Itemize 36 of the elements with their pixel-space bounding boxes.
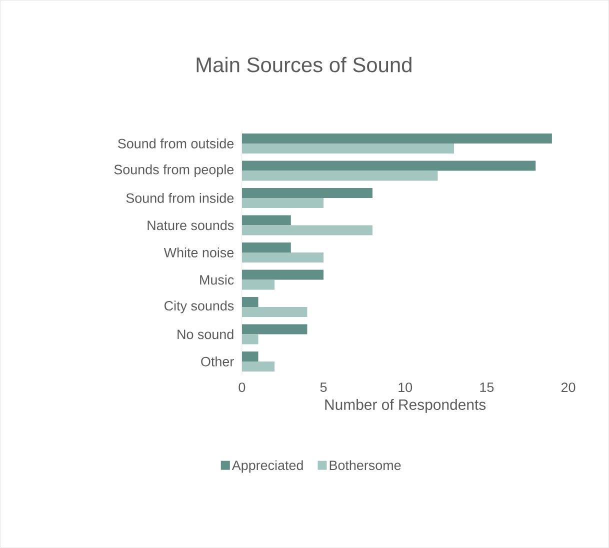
bar [242,225,372,236]
x-tick-label: 15 [480,382,494,392]
legend-label: Appreciated [232,460,303,473]
bar [242,306,308,317]
bar [242,252,324,262]
bar [242,270,324,280]
y-tick-label: Music [200,274,234,285]
x-axis-title: Number of Respondents [325,399,486,413]
bar [242,170,438,181]
y-tick-label: Other [201,356,234,366]
bar [242,133,552,144]
bar [242,242,291,252]
y-tick-label: Sound from inside [126,193,234,203]
bar [242,324,308,334]
legend-label: Bothersome [330,460,401,470]
bar [242,188,372,198]
chart-title: Main Sources of Sound [196,56,412,72]
y-tick-label: Sounds from people [114,164,234,178]
x-tick-label: 10 [398,382,412,392]
bar [242,215,291,226]
bar [242,143,454,154]
y-tick-label: No sound [178,329,234,340]
bar [242,198,324,208]
y-tick-label: White noise [164,248,234,258]
x-tick-label: 0 [238,382,246,392]
bar [242,334,258,344]
x-tick-label: 5 [320,382,327,392]
bar [242,351,258,362]
bar [242,280,275,290]
bar [242,361,275,372]
bar [242,160,536,171]
bar [242,296,258,307]
y-tick-label: Nature sounds [148,220,234,230]
x-tick-label: 20 [561,382,576,392]
y-tick-label: City sounds [164,300,234,314]
y-tick-label: Sound from outside [118,138,234,148]
